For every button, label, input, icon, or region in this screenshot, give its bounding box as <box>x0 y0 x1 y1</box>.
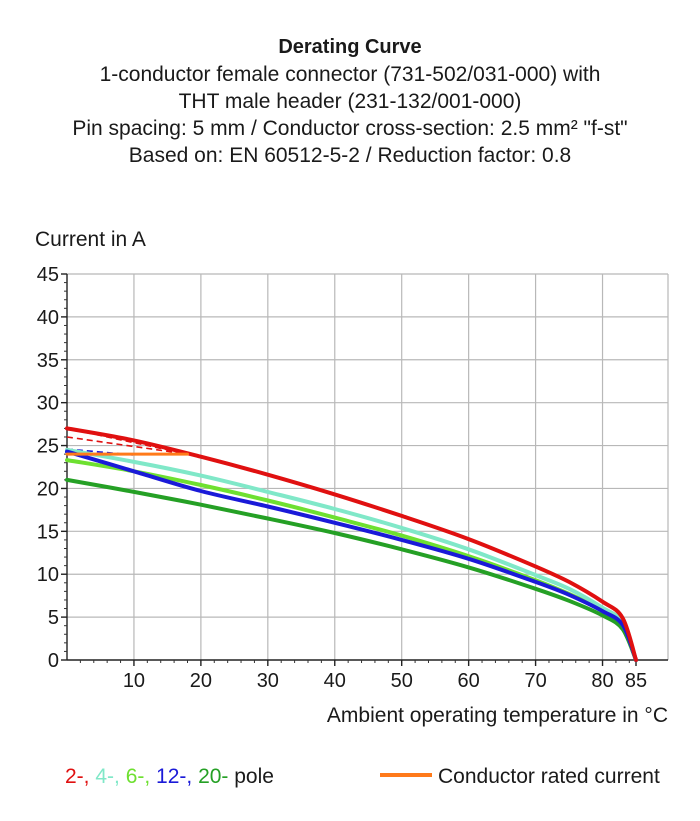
legend-pole-6: 6-, <box>125 765 157 788</box>
x-tick-label: 50 <box>391 670 413 692</box>
y-tick-label: 45 <box>37 264 59 286</box>
y-tick-label: 40 <box>37 307 59 329</box>
series-line-4 <box>65 447 638 662</box>
pole-legend: 2-, 4-, 6-, 12-, 20- pole <box>65 765 274 789</box>
grid-lines <box>67 273 669 660</box>
series-line-20 <box>65 477 638 662</box>
y-tick-label: 30 <box>37 393 59 415</box>
y-axis-label: Current in A <box>35 228 146 251</box>
legend-pole-4: 4-, <box>95 765 126 788</box>
chart-title: Derating Curve <box>278 36 422 58</box>
chart-title-block: Derating Curve 1-conductor female connec… <box>0 34 700 169</box>
series-line-12 <box>65 449 638 662</box>
x-tick-label: 60 <box>458 670 480 692</box>
x-tick-label: 20 <box>190 670 212 692</box>
legend-pole-20: 20- <box>198 765 235 788</box>
y-tick-label: 5 <box>48 607 59 629</box>
x-axis-label: Ambient operating temperature in °C <box>327 704 668 727</box>
legend-pole-2: 2-, <box>65 765 96 788</box>
chart-subtitle-line-2: THT male header (231-132/001-000) <box>178 90 522 113</box>
legend-pole-suffix: pole <box>234 765 274 788</box>
y-tick-label: 25 <box>37 436 59 458</box>
rated-current-label: Conductor rated current <box>438 765 660 788</box>
data-series <box>65 426 638 662</box>
y-tick-label: 20 <box>37 478 59 500</box>
x-tick-label: 70 <box>524 670 546 692</box>
y-tick-label: 35 <box>37 350 59 372</box>
chart-subtitle-line-3: Pin spacing: 5 mm / Conductor cross-sect… <box>72 117 628 140</box>
x-tick-label: 85 <box>625 670 647 692</box>
rated-current-swatch <box>380 773 432 778</box>
axes <box>66 274 668 661</box>
x-tick-label: 40 <box>324 670 346 692</box>
chart-subtitle-line-4: Based on: EN 60512-5-2 / Reduction facto… <box>128 144 572 167</box>
y-tick-label: 10 <box>37 564 59 586</box>
y-tick-label: 0 <box>48 650 59 672</box>
legend-pole-12: 12-, <box>156 765 199 788</box>
y-tick-label: 15 <box>37 521 59 543</box>
rated-current-legend: Conductor rated current <box>380 765 660 789</box>
axis-ticks: 0 5 10 15 20 25 30 35 40 45 10 20 30 40 50 60 70 80 85 <box>37 264 647 692</box>
x-tick-label: 80 <box>591 670 613 692</box>
series-line-6 <box>65 458 638 662</box>
chart-subtitle-line-1: 1-conductor female connector (731-502/03… <box>99 63 601 86</box>
x-tick-label: 30 <box>257 670 279 692</box>
x-tick-label: 10 <box>123 670 145 692</box>
series-line-2 <box>65 426 638 662</box>
derating-chart: Current in A Ambient operating temperatu… <box>35 228 669 727</box>
